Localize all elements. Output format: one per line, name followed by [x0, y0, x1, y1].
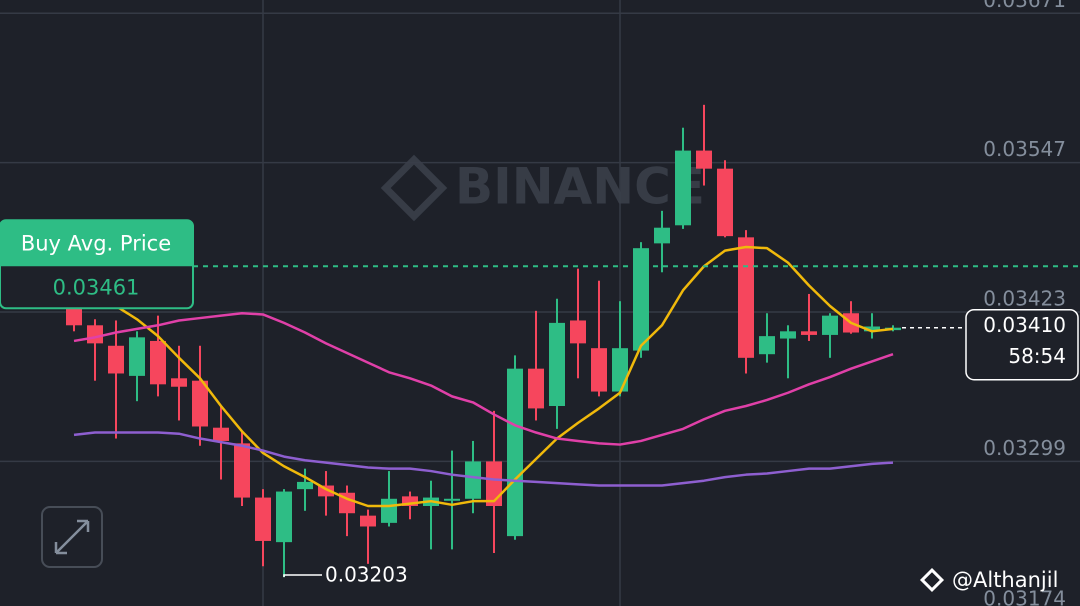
candle-body: [465, 461, 481, 499]
y-tick-label: 0.03423: [983, 287, 1066, 311]
candle-body: [549, 322, 565, 407]
candle-body: [780, 331, 796, 339]
buy-avg-header: [0, 220, 193, 267]
candle-body: [108, 345, 124, 374]
candle-body: [192, 380, 208, 427]
candle-body: [66, 306, 82, 326]
candle-body: [570, 320, 586, 344]
y-tick-label: 0.03671: [983, 0, 1066, 12]
watermark-text: BINANCE: [455, 158, 705, 216]
author-name: @Althanjil: [952, 568, 1058, 592]
overlays: [73, 245, 894, 508]
candle-body: [381, 498, 397, 523]
candle-body: [318, 485, 334, 497]
y-tick-label: 0.03547: [983, 137, 1066, 161]
candle-body: [507, 368, 523, 537]
candle-body: [486, 461, 502, 507]
candle-body: [129, 337, 145, 376]
candle-body: [633, 248, 649, 351]
low-marker-line: [283, 574, 322, 578]
y-tick-label: 0.03174: [983, 587, 1066, 606]
author: @Althanjil: [919, 567, 1058, 593]
candle-body: [822, 315, 838, 335]
candle-body: [402, 496, 418, 507]
candle-body: [171, 378, 187, 387]
y-tick-label: 0.03299: [983, 436, 1066, 460]
candle-body: [297, 481, 313, 490]
plot: [66, 104, 901, 578]
candle-body: [675, 150, 691, 226]
candle-body: [696, 150, 712, 169]
candle-body: [213, 427, 229, 441]
candle-body: [864, 326, 880, 332]
candle-body: [87, 325, 103, 344]
candle-body: [591, 348, 607, 392]
moving-average: [73, 311, 894, 446]
candle-body: [444, 498, 460, 501]
candle-body: [801, 331, 817, 335]
candle-body: [255, 497, 271, 541]
low-marker-label: 0.03203: [325, 563, 408, 587]
moving-average: [73, 431, 894, 487]
current-price-box: [965, 308, 1079, 381]
current-price-label: 0.03410: [983, 313, 1066, 337]
candle-body: [276, 491, 292, 543]
buy-avg-label: Buy Avg. Price: [21, 231, 171, 255]
countdown: 58:54: [1008, 344, 1066, 368]
watermark: BINANCE: [380, 154, 705, 222]
candle-body: [738, 237, 754, 358]
expand-button[interactable]: [41, 506, 103, 568]
candle-body: [528, 368, 544, 409]
buy-avg-value: 0.03461: [53, 275, 140, 299]
candle-body: [759, 336, 775, 355]
candle-body: [150, 340, 166, 385]
candle-body: [234, 443, 250, 498]
candle-body: [654, 227, 670, 244]
candle-body: [612, 348, 628, 392]
candle-body: [717, 168, 733, 237]
moving-average: [73, 245, 894, 508]
candle-body: [360, 515, 376, 527]
